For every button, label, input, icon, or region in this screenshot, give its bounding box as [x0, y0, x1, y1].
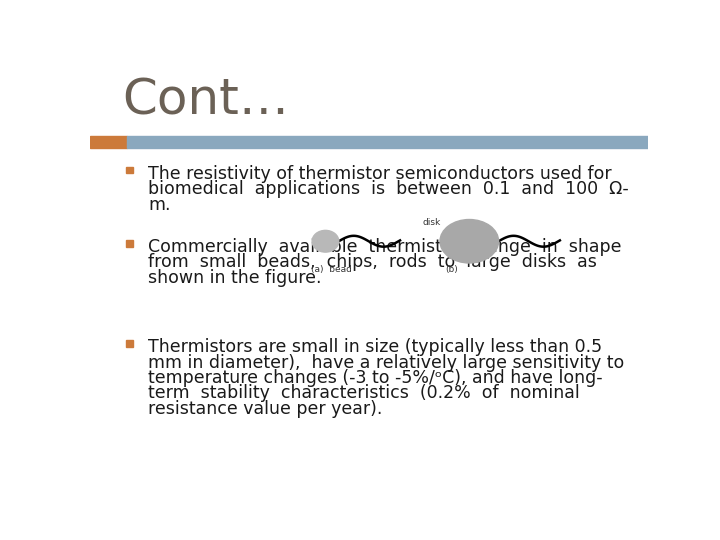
- Text: resistance value per year).: resistance value per year).: [148, 400, 382, 418]
- Text: shown in the figure.: shown in the figure.: [148, 269, 322, 287]
- Text: mm in diameter),  have a relatively large sensitivity to: mm in diameter), have a relatively large…: [148, 354, 624, 372]
- Text: term  stability  characteristics  (0.2%  of  nominal: term stability characteristics (0.2% of …: [148, 384, 580, 402]
- Bar: [127, 136, 648, 148]
- Ellipse shape: [440, 219, 498, 263]
- Text: Thermistors are small in size (typically less than 0.5: Thermistors are small in size (typically…: [148, 338, 602, 356]
- Bar: [90, 136, 127, 148]
- Text: Commercially  available  thermistors  range  in  shape: Commercially available thermistors range…: [148, 238, 621, 256]
- Bar: [127, 167, 132, 173]
- Text: biomedical  applications  is  between  0.1  and  100  Ω-: biomedical applications is between 0.1 a…: [148, 180, 629, 198]
- Text: (a)  bead: (a) bead: [311, 265, 351, 274]
- Text: from  small  beads,  chips,  rods  to  large  disks  as: from small beads, chips, rods to large d…: [148, 253, 597, 272]
- Bar: [127, 240, 132, 247]
- Text: disk: disk: [423, 218, 441, 227]
- Ellipse shape: [312, 231, 339, 252]
- Bar: [127, 340, 132, 347]
- Text: m.: m.: [148, 195, 171, 214]
- Text: (b): (b): [445, 265, 458, 274]
- Text: Cont…: Cont…: [122, 76, 289, 124]
- Text: The resistivity of thermistor semiconductors used for: The resistivity of thermistor semiconduc…: [148, 165, 612, 183]
- Text: temperature changes (-3 to -5%/ᵒC), and have long-: temperature changes (-3 to -5%/ᵒC), and …: [148, 369, 603, 387]
